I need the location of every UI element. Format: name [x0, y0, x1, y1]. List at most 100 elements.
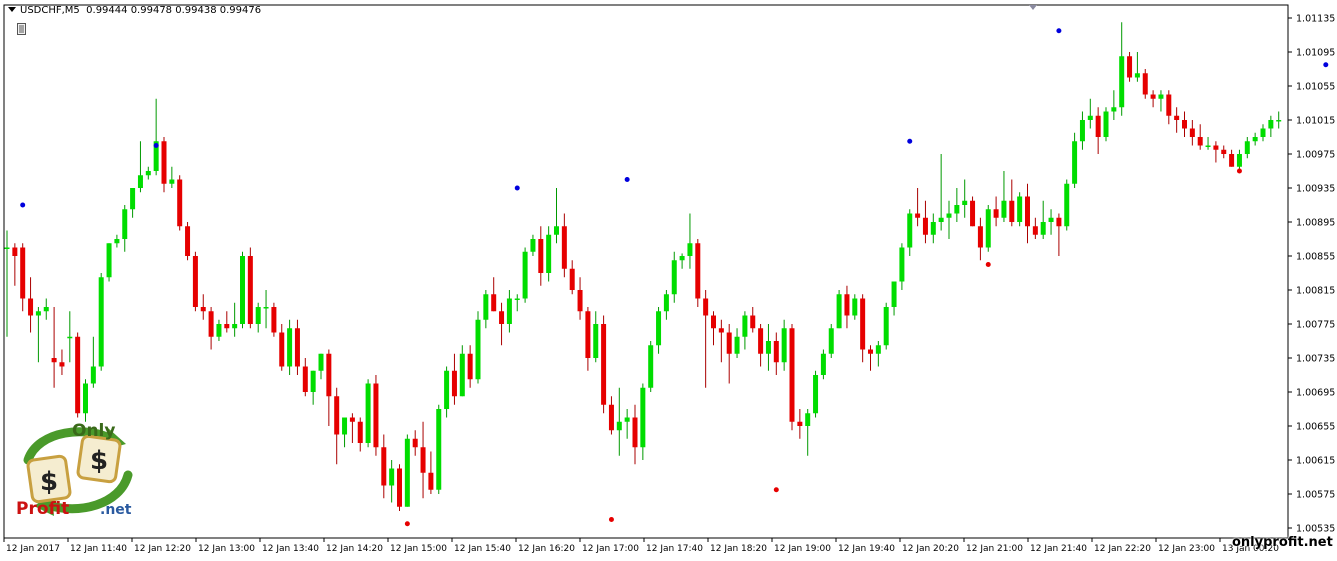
- candle: [593, 311, 599, 363]
- symbol-label: USDCHF,M5: [20, 5, 80, 16]
- candle: [216, 319, 222, 341]
- candle: [718, 319, 724, 363]
- candle: [483, 290, 489, 329]
- candle: [1158, 90, 1164, 112]
- y-tick-label: 1.01135: [1296, 14, 1335, 25]
- x-tick-label: 13 Jan 00:20: [1222, 544, 1279, 554]
- candle: [1142, 69, 1148, 99]
- candle: [1236, 149, 1242, 171]
- candle: [294, 319, 300, 375]
- fractals-layer: [20, 28, 1329, 527]
- candle: [538, 226, 544, 286]
- candle: [334, 387, 340, 465]
- candle: [663, 290, 669, 320]
- candle: [59, 349, 65, 375]
- candle: [451, 353, 457, 405]
- candle: [310, 370, 316, 405]
- y-tick-label: 1.00695: [1296, 388, 1335, 399]
- candle: [349, 413, 355, 443]
- price-axis: 1.01135 1.01095 1.01055 1.01015 1.00975 1.009…: [1288, 14, 1335, 535]
- candle: [287, 319, 293, 375]
- fractal-down-dot: [404, 521, 410, 527]
- candle: [397, 464, 402, 511]
- candle: [404, 434, 410, 507]
- candle: [1150, 90, 1156, 108]
- fractal-down-dot: [608, 517, 614, 522]
- candle: [648, 341, 654, 392]
- candle: [365, 379, 371, 448]
- candle: [883, 302, 889, 350]
- candle: [577, 277, 583, 320]
- candle: [326, 349, 332, 426]
- candle: [1260, 124, 1266, 142]
- candle: [632, 404, 638, 465]
- candle: [1001, 171, 1007, 222]
- candle: [28, 277, 34, 333]
- candle: [1095, 107, 1101, 154]
- candle: [1213, 141, 1219, 163]
- candle: [247, 247, 253, 329]
- x-tick-label: 12 Jan 17:40: [646, 544, 703, 554]
- candle: [687, 213, 693, 269]
- candle: [1119, 22, 1125, 116]
- candle: [12, 243, 18, 286]
- candle: [169, 166, 175, 188]
- shift-marker-icon[interactable]: [1029, 5, 1037, 10]
- candle: [695, 239, 701, 307]
- candles-layer: [4, 22, 1282, 511]
- candle: [608, 396, 614, 435]
- candle: [805, 409, 811, 456]
- candle: [459, 345, 465, 397]
- y-tick-label: 1.00855: [1296, 252, 1335, 263]
- candle: [137, 141, 143, 193]
- candle: [946, 200, 952, 239]
- watermark-text: onlyprofit.net: [1232, 535, 1333, 550]
- candle: [20, 243, 26, 312]
- candle: [444, 366, 450, 418]
- candle: [758, 324, 764, 367]
- candle: [852, 294, 858, 320]
- chevron-down-icon[interactable]: [8, 7, 16, 12]
- candle: [1040, 200, 1046, 239]
- candle: [1103, 107, 1109, 142]
- candle: [569, 260, 575, 295]
- candle: [836, 290, 842, 329]
- candle: [224, 311, 230, 333]
- fractal-up-dot: [514, 185, 520, 191]
- candle: [185, 222, 191, 261]
- x-tick-label: 12 Jan 16:20: [518, 544, 575, 554]
- candle: [970, 196, 976, 227]
- candle: [585, 307, 591, 371]
- candle: [318, 353, 324, 380]
- candle: [1017, 192, 1023, 227]
- svg-text:$: $: [40, 467, 58, 497]
- candle: [656, 307, 662, 354]
- candle: [1205, 137, 1211, 150]
- document-icon[interactable]: [16, 23, 27, 36]
- candle: [993, 196, 999, 227]
- candle: [922, 200, 928, 244]
- candle: [342, 417, 348, 448]
- x-tick-label: 12 Jan 11:40: [70, 544, 127, 554]
- candle: [1079, 111, 1085, 150]
- svg-text:$: $: [90, 446, 108, 476]
- fractal-up-dot: [153, 143, 159, 148]
- x-tick-label: 12 Jan 18:20: [710, 544, 767, 554]
- onlyprofit-logo: $ $ Only Profit .net: [16, 421, 133, 519]
- y-tick-label: 1.00655: [1296, 422, 1335, 433]
- svg-text:.net: .net: [100, 502, 132, 518]
- candle: [530, 234, 536, 256]
- candle: [1032, 217, 1038, 239]
- y-tick-label: 1.01095: [1296, 48, 1335, 59]
- candle: [797, 409, 803, 439]
- candle: [420, 421, 426, 499]
- x-tick-label: 12 Jan 21:40: [1030, 544, 1087, 554]
- candle: [781, 319, 787, 371]
- candle: [1009, 179, 1015, 227]
- candle: [734, 328, 740, 358]
- candle: [868, 345, 873, 371]
- candle: [1182, 111, 1187, 137]
- x-tick-label: 12 Jan 2017: [6, 544, 60, 554]
- fractal-up-dot: [624, 177, 630, 182]
